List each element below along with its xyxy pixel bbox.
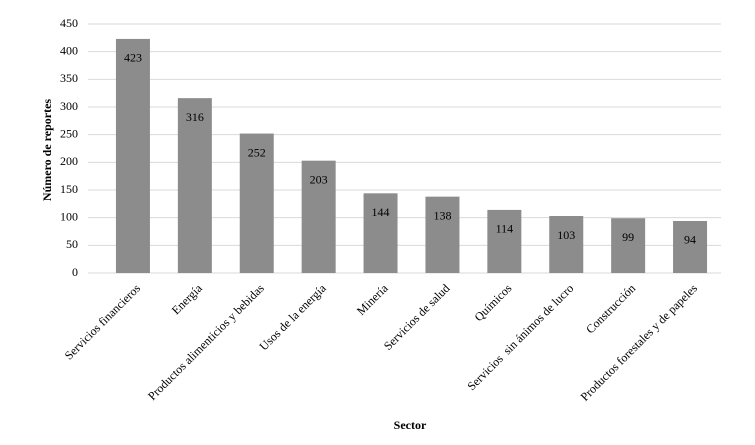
value-label: 423 xyxy=(124,51,142,65)
bar xyxy=(549,216,584,273)
bar xyxy=(177,98,212,273)
x-tick-label: Químicos xyxy=(472,281,515,324)
x-tick-label: Usos de la energía xyxy=(257,281,330,354)
y-tick-label: 200 xyxy=(60,154,78,168)
bar xyxy=(301,160,336,273)
bar xyxy=(425,196,460,273)
x-tick-label: Servicios de salud xyxy=(381,281,453,353)
y-axis-title: Número de reportes xyxy=(40,99,54,202)
y-tick-label: 400 xyxy=(60,43,78,57)
value-label: 114 xyxy=(496,222,514,236)
y-tick-label: 0 xyxy=(72,265,78,279)
bar xyxy=(363,193,398,273)
y-tick-label: 250 xyxy=(60,126,78,140)
value-label: 99 xyxy=(622,230,634,244)
x-tick-label: Servicios sin ánimos de lucro xyxy=(464,281,576,393)
value-label: 252 xyxy=(248,145,266,159)
x-tick-label: Minería xyxy=(354,281,391,318)
bar xyxy=(487,209,522,273)
value-label: 203 xyxy=(310,172,328,186)
y-tick-label: 350 xyxy=(60,71,78,85)
bar xyxy=(611,218,646,273)
value-label: 144 xyxy=(372,205,390,219)
value-label: 94 xyxy=(684,233,696,247)
x-tick-label: Servicios financieros xyxy=(62,281,144,363)
y-tick-label: 50 xyxy=(66,237,78,251)
value-label: 103 xyxy=(557,228,575,242)
y-tick-label: 300 xyxy=(60,99,78,113)
bar xyxy=(673,220,708,273)
value-label: 316 xyxy=(186,110,204,124)
bar xyxy=(115,38,150,273)
x-tick-label: Construcción xyxy=(583,281,638,336)
x-axis-title: Sector xyxy=(394,418,427,432)
y-tick-label: 100 xyxy=(60,209,78,223)
y-tick-label: 150 xyxy=(60,182,78,196)
y-tick-label: 450 xyxy=(60,16,78,30)
x-tick-label: Energía xyxy=(169,281,206,318)
bar xyxy=(239,133,274,273)
x-tick-label: Productos forestales y de papeles xyxy=(578,281,701,404)
value-label: 138 xyxy=(433,208,451,222)
x-tick-label: Productos alimenticios y bebidas xyxy=(145,281,267,403)
